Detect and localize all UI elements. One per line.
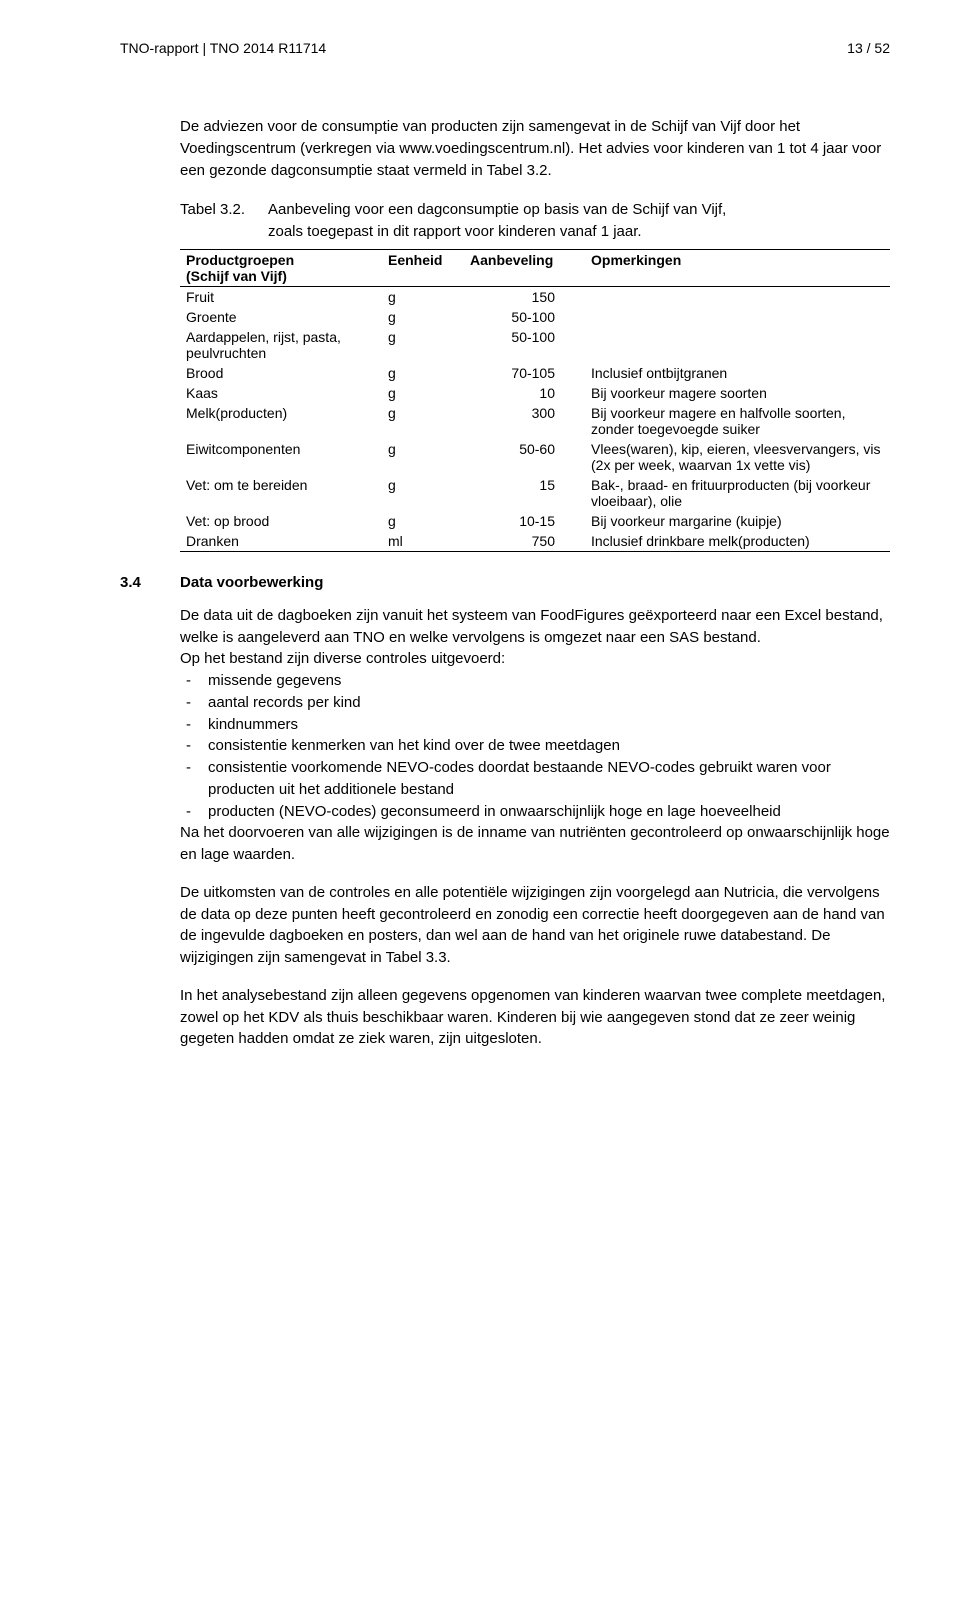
cell-notes: Bak-, braad- en frituurproducten (bij vo… — [585, 475, 890, 511]
cell-unit: g — [382, 403, 464, 439]
cell-unit: g — [382, 475, 464, 511]
page-header: TNO-rapport | TNO 2014 R11714 13 / 52 — [120, 40, 890, 56]
cell-notes — [585, 286, 890, 307]
table-row: Fruit g 150 — [180, 286, 890, 307]
th-amount: Aanbeveling — [464, 249, 585, 286]
intro-paragraph: De adviezen voor de consumptie van produ… — [180, 116, 890, 181]
cell-product: Aardappelen, rijst, pasta, peulvruchten — [180, 327, 382, 363]
cell-unit: g — [382, 363, 464, 383]
cell-product: Fruit — [180, 286, 382, 307]
cell-product: Vet: op brood — [180, 511, 382, 531]
bullet-list: missende gegevens aantal records per kin… — [180, 670, 890, 822]
para1-intro: De data uit de dagboeken zijn vanuit het… — [180, 607, 883, 646]
cell-unit: g — [382, 307, 464, 327]
para1-outro: Na het doorvoeren van alle wijzigingen i… — [180, 824, 890, 863]
cell-amount: 150 — [464, 286, 585, 307]
cell-notes: Inclusief ontbijtgranen — [585, 363, 890, 383]
cell-amount: 15 — [464, 475, 585, 511]
th-product: Productgroepen (Schijf van Vijf) — [180, 249, 382, 286]
th-unit: Eenheid — [382, 249, 464, 286]
header-left: TNO-rapport | TNO 2014 R11714 — [120, 40, 326, 56]
list-item: aantal records per kind — [180, 692, 890, 714]
cell-unit: g — [382, 286, 464, 307]
cell-product: Dranken — [180, 531, 382, 552]
table-caption-label: Tabel 3.2. — [180, 199, 268, 221]
para1-line2: Op het bestand zijn diverse controles ui… — [180, 650, 505, 667]
cell-unit: g — [382, 439, 464, 475]
table-row: Brood g 70-105 Inclusief ontbijtgranen — [180, 363, 890, 383]
cell-amount: 50-100 — [464, 307, 585, 327]
table-row: Kaas g 10 Bij voorkeur magere soorten — [180, 383, 890, 403]
cell-amount: 300 — [464, 403, 585, 439]
list-item: consistentie kenmerken van het kind over… — [180, 735, 890, 757]
cell-amount: 70-105 — [464, 363, 585, 383]
cell-product: Vet: om te bereiden — [180, 475, 382, 511]
list-item: consistentie voorkomende NEVO-codes door… — [180, 757, 890, 801]
section-heading: 3.4 Data voorbewerking — [120, 574, 890, 591]
th-notes: Opmerkingen — [585, 249, 890, 286]
cell-product: Melk(producten) — [180, 403, 382, 439]
cell-notes: Bij voorkeur magere soorten — [585, 383, 890, 403]
cell-notes — [585, 307, 890, 327]
cell-unit: g — [382, 383, 464, 403]
list-item: kindnummers — [180, 714, 890, 736]
cell-product: Brood — [180, 363, 382, 383]
cell-amount: 10-15 — [464, 511, 585, 531]
cell-notes: Vlees(waren), kip, eieren, vleesvervange… — [585, 439, 890, 475]
paragraph-3: In het analysebestand zijn alleen gegeve… — [180, 985, 890, 1050]
table-row: Groente g 50-100 — [180, 307, 890, 327]
table-caption: Tabel 3.2.Aanbeveling voor een dagconsum… — [180, 199, 890, 243]
section-title: Data voorbewerking — [180, 574, 323, 591]
table-row: Vet: op brood g 10-15 Bij voorkeur marga… — [180, 511, 890, 531]
paragraph-2: De uitkomsten van de controles en alle p… — [180, 882, 890, 969]
cell-amount: 50-100 — [464, 327, 585, 363]
table-row: Vet: om te bereiden g 15 Bak-, braad- en… — [180, 475, 890, 511]
cell-notes: Bij voorkeur magere en halfvolle soorten… — [585, 403, 890, 439]
table-row: Eiwitcomponenten g 50-60 Vlees(waren), k… — [180, 439, 890, 475]
section-number: 3.4 — [120, 574, 180, 591]
header-right: 13 / 52 — [847, 40, 890, 56]
cell-product: Kaas — [180, 383, 382, 403]
cell-amount: 50-60 — [464, 439, 585, 475]
cell-notes: Bij voorkeur margarine (kuipje) — [585, 511, 890, 531]
cell-product: Eiwitcomponenten — [180, 439, 382, 475]
cell-amount: 750 — [464, 531, 585, 552]
list-item: missende gegevens — [180, 670, 890, 692]
table-caption-text-2: zoals toegepast in dit rapport voor kind… — [268, 223, 642, 240]
table-row: Melk(producten) g 300 Bij voorkeur mager… — [180, 403, 890, 439]
cell-unit: g — [382, 511, 464, 531]
list-item: producten (NEVO-codes) geconsumeerd in o… — [180, 801, 890, 823]
cell-unit: g — [382, 327, 464, 363]
cell-product: Groente — [180, 307, 382, 327]
cell-unit: ml — [382, 531, 464, 552]
th-product-l2: (Schijf van Vijf) — [186, 268, 287, 284]
table-header-row: Productgroepen (Schijf van Vijf) Eenheid… — [180, 249, 890, 286]
table-row: Aardappelen, rijst, pasta, peulvruchten … — [180, 327, 890, 363]
paragraph-1: De data uit de dagboeken zijn vanuit het… — [180, 605, 890, 866]
cell-amount: 10 — [464, 383, 585, 403]
recommendation-table: Productgroepen (Schijf van Vijf) Eenheid… — [180, 249, 890, 552]
cell-notes — [585, 327, 890, 363]
table-caption-text-1: Aanbeveling voor een dagconsumptie op ba… — [268, 201, 726, 218]
cell-notes: Inclusief drinkbare melk(producten) — [585, 531, 890, 552]
table-row: Dranken ml 750 Inclusief drinkbare melk(… — [180, 531, 890, 552]
th-product-l1: Productgroepen — [186, 252, 294, 268]
